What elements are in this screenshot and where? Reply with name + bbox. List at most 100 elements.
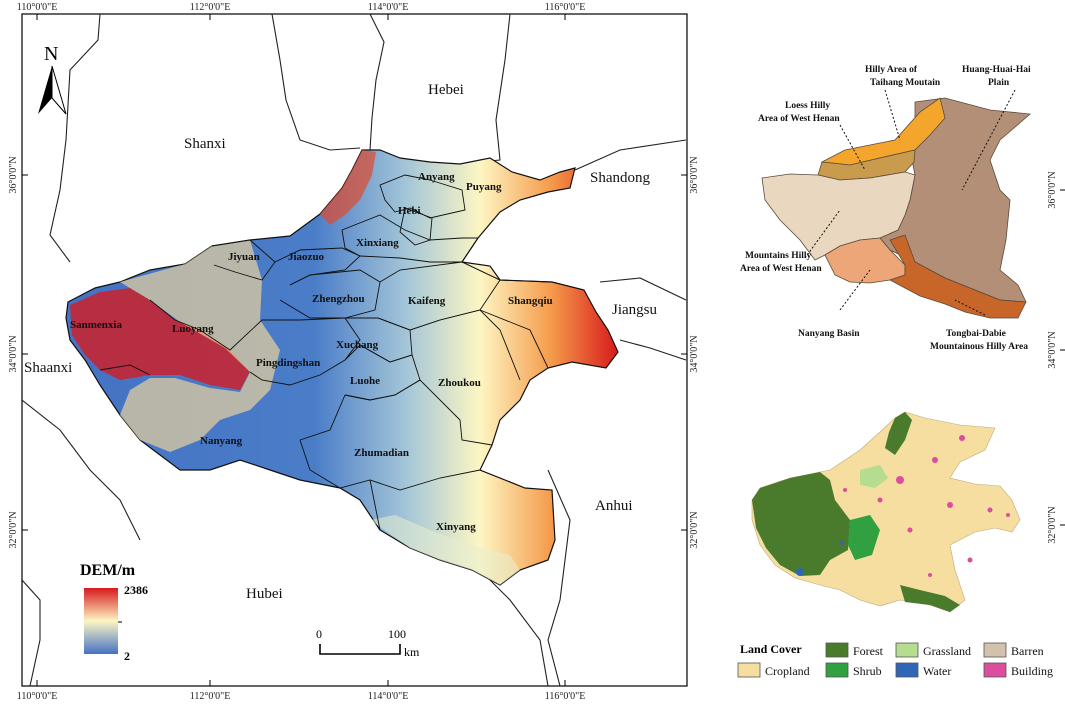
dem-legend-min: 2 — [124, 649, 130, 663]
dem-highland-north — [320, 150, 376, 225]
zones-regions — [761, 97, 1031, 319]
legend-label-building: Building — [1011, 664, 1053, 678]
zones-tick-label: 34°0'0"N — [1047, 331, 1058, 368]
scale-bar-unit: km — [404, 645, 420, 659]
city-label-xuchang: Xuchang — [336, 339, 379, 351]
province-label-shanxi: Shanxi — [184, 136, 226, 152]
dem-legend-ramp — [84, 588, 118, 654]
province-label-anhui: Anhui — [595, 498, 633, 514]
city-label-luohe: Luohe — [350, 375, 380, 387]
zone-label: Mountainous Hilly Area — [930, 342, 1028, 352]
zone-tongbai-dabie — [888, 234, 1027, 319]
zone-label: Mountains Hilly — [745, 251, 811, 261]
city-label-jiaozuo: Jiaozuo — [288, 251, 325, 263]
city-label-jiyuan: Jiyuan — [228, 251, 260, 263]
zones-tick-label: 36°0'0"N — [1047, 171, 1058, 208]
left-tick-label: 36°0'0"N — [8, 156, 19, 193]
legend-swatch-cropland — [737, 662, 761, 678]
legend-label-shrub: Shrub — [853, 664, 882, 678]
north-arrow: N — [38, 43, 67, 115]
province-label-shandong: Shandong — [590, 170, 651, 186]
province-label-shaanxi: Shaanxi — [24, 360, 72, 376]
province-label-jiangsu: Jiangsu — [612, 302, 658, 318]
dem-legend-max: 2386 — [124, 583, 148, 597]
landcover-forest-north — [885, 412, 912, 455]
top-tick-label: 114°0'0"E — [368, 2, 409, 13]
legend-swatch-shrub — [825, 662, 849, 678]
zone-label: Huang-Huai-Hai — [962, 65, 1031, 75]
landcover-legend: Land Cover Forest Grassland Barren Cropland… — [737, 642, 1053, 678]
zones-ticks — [1060, 189, 1065, 351]
right-tick-label: 32°0'0"N — [689, 511, 700, 548]
city-label-zhumadian: Zhumadian — [354, 447, 409, 459]
landcover-forest-south — [900, 585, 960, 612]
scale-bar-start: 0 — [316, 627, 322, 641]
city-label-luoyang: Luoyang — [172, 323, 214, 335]
bottom-tick-label: 116°0'0"E — [545, 691, 586, 702]
legend-label-barren: Barren — [1011, 644, 1044, 658]
legend-swatch-building — [983, 662, 1007, 678]
city-label-anyang: Anyang — [418, 171, 455, 183]
city-label-nanyang: Nanyang — [200, 435, 243, 447]
zone-label: Loess Hilly — [785, 101, 830, 111]
legend-label-forest: Forest — [853, 644, 884, 658]
city-label-shangqiu: Shangqiu — [508, 295, 553, 307]
legend-label-cropland: Cropland — [765, 664, 810, 678]
scale-bar-end: 100 — [388, 627, 406, 641]
dem-highland-west — [70, 288, 250, 390]
city-label-pingdingshan: Pingdingshan — [256, 357, 320, 369]
landcover-building-patches — [843, 435, 1010, 577]
province-labels: Hebei Shanxi Shandong Jiangsu Shaanxi Anhui Hu… — [24, 82, 658, 602]
province-label-hubei: Hubei — [246, 586, 283, 602]
zones-leader-lines — [804, 89, 1016, 316]
top-tick-label: 110°0'0"E — [17, 2, 58, 13]
scale-bar: 0 100 km — [316, 627, 420, 659]
zone-label: Nanyang Basin — [798, 329, 860, 339]
legend-swatch-forest — [825, 642, 849, 658]
dem-coordinate-labels: 110°0'0"E 112°0'0"E 114°0'0"E 116°0'0"E 110°… — [8, 2, 700, 702]
city-label-hebi: Hebi — [398, 205, 421, 217]
zone-label: Area of West Henan — [758, 114, 840, 124]
landcover-grassland-patch — [860, 465, 888, 488]
zone-label: Area of West Henan — [740, 264, 822, 274]
dem-legend-title: DEM/m — [80, 562, 136, 579]
landcover-legend-items: Forest Grassland Barren Cropland Shrub Water B… — [737, 642, 1053, 678]
zone-label: Tongbai-Dabie — [946, 329, 1006, 339]
left-tick-label: 34°0'0"N — [8, 335, 19, 372]
dem-ticks — [22, 14, 687, 686]
city-label-zhoukou: Zhoukou — [438, 377, 481, 389]
landcover-water-patches — [796, 541, 844, 576]
dem-map-panel: N DEM/m 2386 2 0 100 km 110°0'0"E 112°0'0… — [8, 2, 700, 702]
province-label-hebei: Hebei — [428, 82, 464, 98]
dem-legend: DEM/m 2386 2 — [80, 562, 148, 663]
landcover-tick-label: 32°0'0"N — [1047, 506, 1058, 543]
city-label-xinxiang: Xinxiang — [356, 237, 399, 249]
landcover-shrub-patch — [848, 515, 880, 560]
city-label-xinyang: Xinyang — [436, 521, 476, 533]
city-label-puyang: Puyang — [466, 181, 502, 193]
zone-label: Taihang Moutain — [870, 78, 941, 88]
legend-swatch-water — [895, 662, 919, 678]
zone-label: Plain — [988, 78, 1010, 88]
city-label-zhengzhou: Zhengzhou — [312, 293, 365, 305]
top-tick-label: 112°0'0"E — [190, 2, 231, 13]
bottom-tick-label: 112°0'0"E — [190, 691, 231, 702]
legend-label-grassland: Grassland — [923, 644, 971, 658]
city-boundaries — [99, 174, 585, 531]
bottom-tick-label: 110°0'0"E — [17, 691, 58, 702]
dem-hills-west — [120, 240, 280, 452]
right-tick-label: 34°0'0"N — [689, 335, 700, 372]
dem-hills-south — [370, 515, 520, 585]
zone-labels: Hilly Area of Taihang Moutain Huang-Huai-H… — [740, 65, 1058, 544]
legend-swatch-grassland — [895, 642, 919, 658]
north-label: N — [44, 43, 58, 65]
zones-map-panel: Hilly Area of Taihang Moutain Huang-Huai-H… — [740, 65, 1065, 544]
right-tick-label: 36°0'0"N — [689, 156, 700, 193]
legend-swatch-barren — [983, 642, 1007, 658]
landcover-forest-west — [752, 472, 850, 576]
city-label-sanmenxia: Sanmenxia — [70, 319, 122, 331]
province-boundaries — [22, 14, 687, 686]
city-label-kaifeng: Kaifeng — [408, 295, 446, 307]
landcover-map-panel: Land Cover Forest Grassland Barren Cropland… — [737, 411, 1065, 678]
